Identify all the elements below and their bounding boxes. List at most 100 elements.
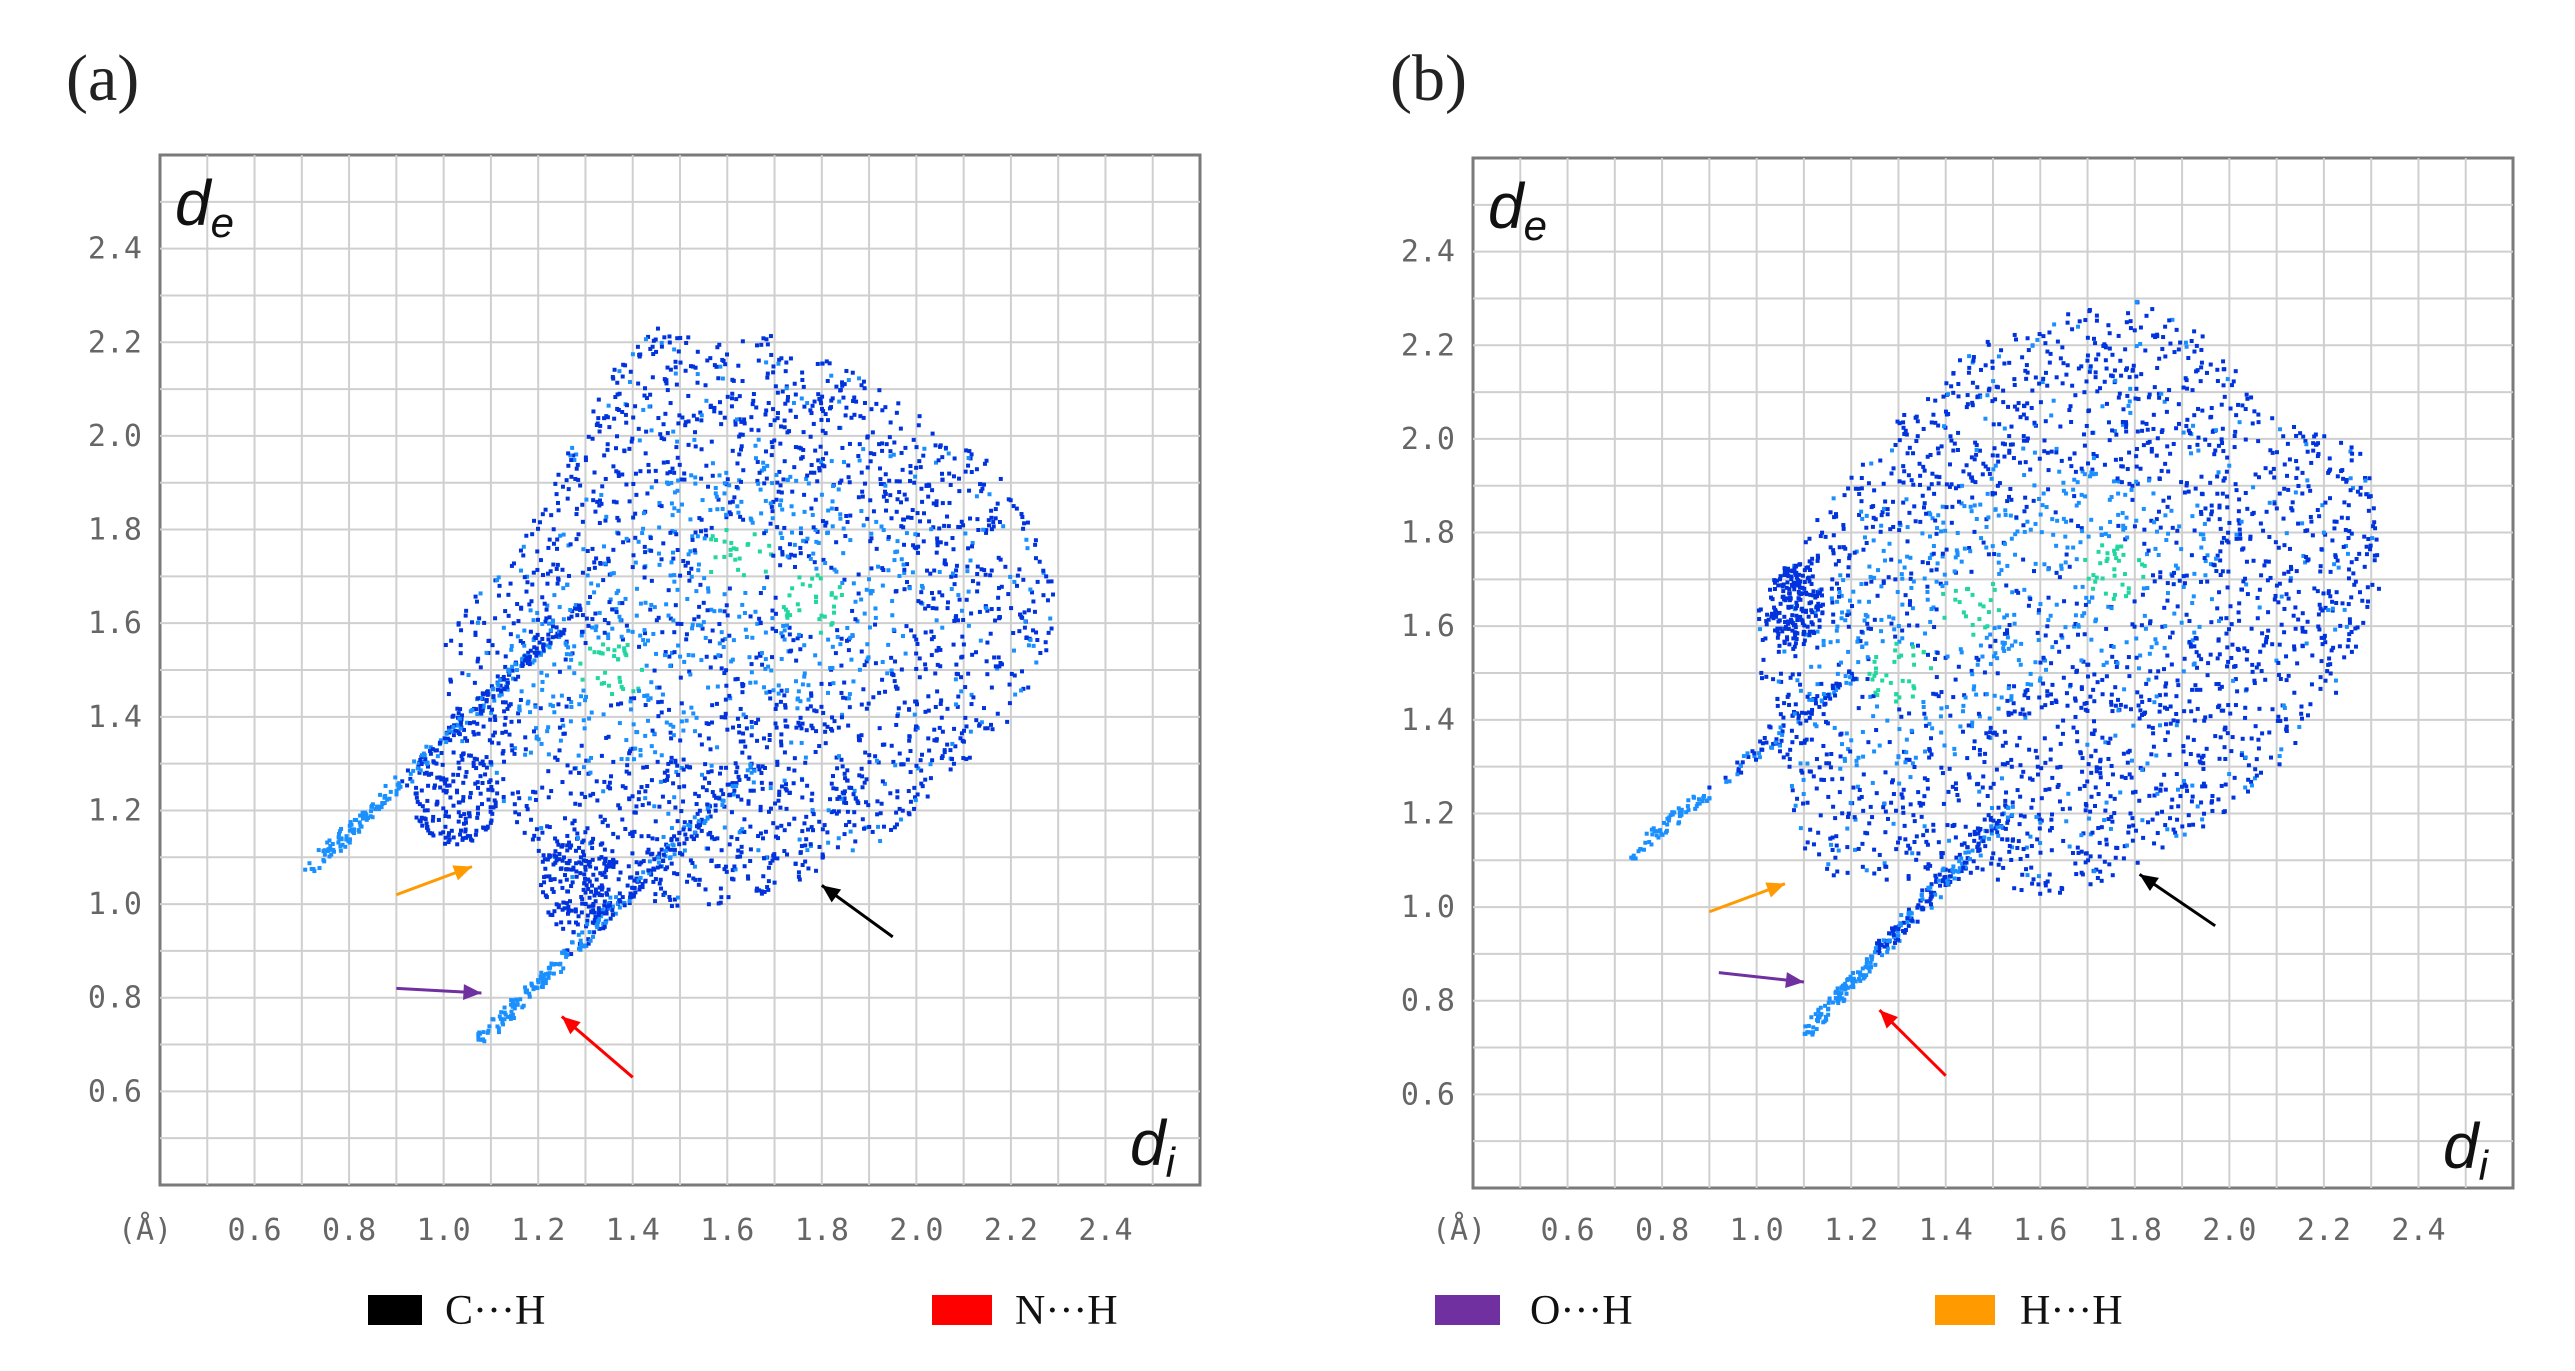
- scatter-point: [2241, 546, 2246, 551]
- scatter-point: [644, 396, 649, 401]
- scatter-point: [606, 647, 611, 652]
- scatter-point: [2373, 526, 2378, 531]
- scatter-point: [1988, 817, 1993, 822]
- scatter-point: [1931, 412, 1936, 417]
- scatter-point: [734, 397, 739, 402]
- scatter-point: [599, 883, 604, 888]
- scatter-point: [2055, 518, 2060, 523]
- scatter-point: [2285, 441, 2290, 446]
- scatter-point: [681, 757, 686, 762]
- scatter-point: [1957, 600, 1962, 605]
- scatter-point: [2093, 375, 2098, 380]
- scatter-point: [2248, 534, 2253, 539]
- scatter-point: [800, 582, 805, 587]
- scatter-point: [2138, 653, 2143, 658]
- scatter-point: [1915, 643, 1920, 648]
- scatter-point: [627, 899, 632, 904]
- scatter-point: [649, 680, 654, 685]
- scatter-point: [2332, 519, 2337, 524]
- scatter-point: [813, 653, 818, 658]
- scatter-point: [312, 869, 317, 874]
- scatter-point: [763, 630, 768, 635]
- scatter-point: [842, 577, 847, 582]
- scatter-point: [914, 637, 919, 642]
- scatter-point: [2224, 616, 2229, 621]
- scatter-point: [690, 626, 695, 631]
- scatter-point: [501, 625, 506, 630]
- scatter-point: [1930, 726, 1935, 731]
- scatter-point: [676, 643, 681, 648]
- scatter-point: [2276, 714, 2281, 719]
- scatter-point: [868, 589, 873, 594]
- scatter-point: [829, 373, 834, 378]
- scatter-point: [1967, 472, 1972, 477]
- scatter-point: [1882, 861, 1887, 866]
- scatter-point: [639, 667, 644, 672]
- scatter-point: [843, 413, 848, 418]
- scatter-point: [2221, 478, 2226, 483]
- scatter-point: [2256, 420, 2261, 425]
- scatter-point: [537, 520, 542, 525]
- scatter-point: [649, 602, 654, 607]
- scatter-point: [2320, 503, 2325, 508]
- scatter-point: [886, 537, 891, 542]
- scatter-point: [759, 771, 764, 776]
- scatter-point: [2174, 694, 2179, 699]
- scatter-point: [709, 720, 714, 725]
- scatter-point: [536, 650, 541, 655]
- scatter-point: [511, 621, 516, 626]
- scatter-point: [942, 558, 947, 563]
- scatter-point: [561, 731, 566, 736]
- scatter-point: [1807, 691, 1812, 696]
- scatter-point: [836, 487, 841, 492]
- scatter-point: [740, 432, 745, 437]
- scatter-point: [833, 595, 838, 600]
- scatter-point: [510, 668, 515, 673]
- scatter-point: [1022, 610, 1027, 615]
- scatter-point: [2237, 420, 2242, 425]
- scatter-point: [843, 534, 848, 539]
- scatter-point: [851, 679, 856, 684]
- scatter-point: [2279, 622, 2284, 627]
- scatter-point: [772, 438, 777, 443]
- scatter-point: [751, 780, 756, 785]
- scatter-point: [741, 468, 746, 473]
- scatter-point: [2254, 773, 2259, 778]
- scatter-point: [2154, 753, 2159, 758]
- scatter-point: [2126, 403, 2131, 408]
- scatter-point: [2364, 544, 2369, 549]
- scatter-point: [568, 845, 573, 850]
- scatter-point: [2065, 703, 2070, 708]
- scatter-point: [2308, 702, 2313, 707]
- x-tick-label: 1.4: [606, 1213, 660, 1248]
- scatter-point: [769, 440, 774, 445]
- scatter-point: [888, 420, 893, 425]
- scatter-point: [428, 751, 433, 756]
- scatter-point: [809, 693, 814, 698]
- scatter-point: [2156, 669, 2161, 674]
- scatter-point: [673, 529, 678, 534]
- scatter-point: [1996, 552, 2001, 557]
- scatter-point: [2168, 451, 2173, 456]
- scatter-point: [820, 855, 825, 860]
- scatter-point: [607, 864, 612, 869]
- scatter-point: [581, 718, 586, 723]
- scatter-point: [616, 803, 621, 808]
- scatter-point: [434, 761, 439, 766]
- scatter-point: [339, 826, 344, 831]
- scatter-point: [1976, 711, 1981, 716]
- scatter-point: [519, 568, 524, 573]
- scatter-point: [653, 750, 658, 755]
- scatter-point: [1950, 504, 1955, 509]
- scatter-point: [643, 878, 648, 883]
- scatter-point: [995, 501, 1000, 506]
- scatter-point: [512, 1006, 517, 1011]
- scatter-point: [886, 642, 891, 647]
- scatter-point: [677, 830, 682, 835]
- scatter-point: [974, 494, 979, 499]
- scatter-point: [584, 883, 589, 888]
- scatter-point: [408, 776, 413, 781]
- scatter-point: [2233, 369, 2238, 374]
- scatter-point: [475, 659, 480, 664]
- scatter-point: [2165, 706, 2170, 711]
